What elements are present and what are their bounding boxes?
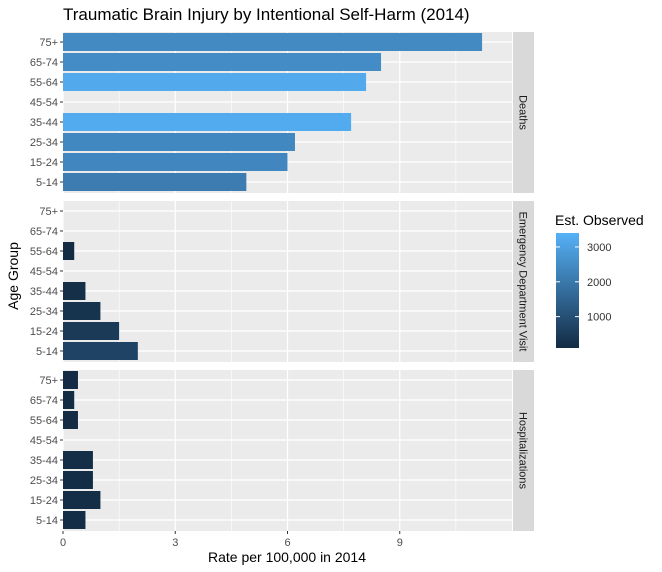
legend-colorbar [556,233,579,348]
bar [63,511,86,529]
legend-label: 3000 [587,242,611,254]
y-tick-label: 55-64 [30,77,58,89]
y-tick-label: 25-34 [30,306,58,318]
y-tick-label: 5-14 [36,177,58,189]
facet-strip [513,201,534,362]
facet-panel: 5-14 15-24 25-34 35-44 45-54 55-64 65-74 75+ Dea… [30,32,534,193]
bar [63,391,75,409]
legend-label: 2000 [587,277,611,289]
y-tick-label: 65-74 [30,395,58,407]
legend-label: 1000 [587,312,611,324]
bar [63,371,78,389]
x-axis-title: Rate per 100,000 in 2014 [208,549,366,565]
y-tick-label: 5-14 [36,346,58,358]
bar [63,451,93,469]
x-tick-label: 9 [397,537,403,549]
bar [63,33,483,51]
bar [63,282,86,300]
y-tick-label: 55-64 [30,246,58,258]
facet-strip-label: Hospitalizations [517,412,529,490]
y-tick-label: 5-14 [36,515,58,527]
y-tick-label: 75+ [39,206,58,218]
legend-title: Est. Observed [555,212,644,228]
facet-panels: 5-14 15-24 25-34 35-44 45-54 55-64 65-74 75+ Dea… [30,32,534,531]
facet-strip-label: Emergency Department Visit [517,212,529,352]
y-tick-label: 65-74 [30,57,58,69]
x-axis: 0 3 6 9 [60,531,403,549]
y-tick-label: 55-64 [30,415,58,427]
chart-title: Traumatic Brain Injury by Intentional Se… [63,5,470,24]
y-tick-label: 15-24 [30,157,58,169]
bar [63,491,101,509]
bar [63,411,78,429]
bar [63,342,138,360]
bar [63,173,247,191]
x-tick-label: 0 [60,537,66,549]
y-tick-label: 25-34 [30,137,58,149]
bar [63,471,93,489]
y-tick-label: 45-54 [30,266,58,278]
y-tick-label: 35-44 [30,286,58,298]
bar [63,133,295,151]
y-tick-label: 15-24 [30,495,58,507]
y-tick-label: 75+ [39,37,58,49]
facet-strip [513,370,534,531]
y-tick-label: 15-24 [30,326,58,338]
y-tick-label: 45-54 [30,97,58,109]
bar [63,322,120,340]
bar [63,73,367,91]
y-axis-title: Age Group [5,242,21,310]
y-tick-label: 45-54 [30,435,58,447]
y-tick-label: 25-34 [30,475,58,487]
facet-panel: 5-14 15-24 25-34 35-44 45-54 55-64 65-74 75+ Eme… [30,201,534,362]
x-tick-label: 6 [284,537,290,549]
y-tick-label: 35-44 [30,455,58,467]
bar [63,53,382,71]
bar [63,153,288,171]
y-tick-label: 75+ [39,375,58,387]
bar [63,302,101,320]
bar [63,113,352,131]
x-tick-label: 3 [172,537,178,549]
facet-panel: 5-14 15-24 25-34 35-44 45-54 55-64 65-74 75+ Hos… [30,370,534,531]
bar [63,242,75,260]
facet-strip [513,32,534,193]
y-tick-label: 65-74 [30,226,58,238]
legend: Est. Observed 1000 2000 3000 [555,212,644,348]
facet-strip-label: Deaths [517,95,529,130]
y-tick-label: 35-44 [30,117,58,129]
